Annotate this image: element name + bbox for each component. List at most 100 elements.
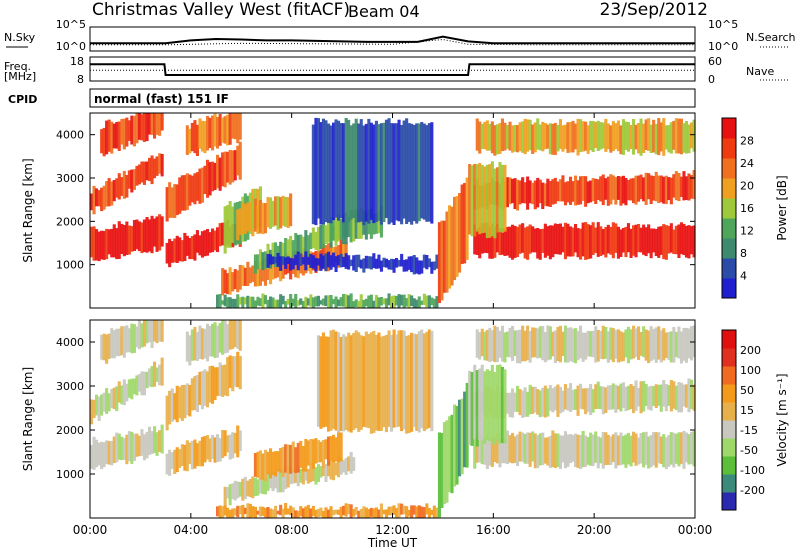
heatmap-cell [304, 439, 308, 472]
heatmap-cell [127, 328, 131, 353]
heatmap-cell [243, 204, 247, 234]
heatmap-cell [629, 228, 633, 258]
heatmap-cell [579, 119, 583, 153]
heatmap-cell [314, 257, 318, 272]
heatmap-cell [644, 383, 648, 407]
heatmap-cell [626, 432, 630, 465]
noise-tick-left: 10^0 [56, 40, 86, 53]
heatmap-cell [392, 505, 396, 515]
heatmap-cell [347, 332, 351, 432]
heatmap-cell [105, 388, 109, 414]
heatmap-cell [291, 468, 295, 484]
heatmap-cell [327, 295, 331, 308]
heatmap-cell [213, 437, 217, 463]
heatmap-cell [223, 269, 227, 294]
heatmap-cell [367, 256, 371, 269]
heatmap-cell [165, 453, 169, 475]
heatmap-cell [357, 510, 361, 518]
heatmap-cell [599, 386, 603, 410]
heatmap-cell [286, 239, 290, 259]
heatmap-cell [649, 228, 653, 259]
heatmap-cell [493, 325, 497, 363]
heatmap-cell [256, 205, 260, 234]
heatmap-cell [384, 298, 388, 308]
heatmap-cell [193, 326, 197, 361]
heatmap-cell [241, 296, 245, 308]
heatmap-cell [319, 122, 323, 225]
heatmap-cell [140, 161, 144, 183]
heatmap-cell [321, 298, 325, 306]
heatmap-cell [629, 329, 633, 360]
heatmap-cell [332, 299, 336, 305]
heatmap-cell [569, 176, 573, 205]
heatmap-cell [218, 114, 222, 146]
heatmap-cell [337, 509, 341, 515]
heatmap-cell [142, 219, 146, 253]
heatmap-cell [672, 229, 676, 254]
heatmap-cell [647, 330, 651, 364]
heatmap-cell [377, 297, 381, 308]
heatmap-cell [513, 178, 517, 209]
heatmap-cell [579, 383, 583, 409]
heatmap-cell [140, 429, 144, 456]
heatmap-cell [395, 508, 399, 518]
heatmap-cell [107, 119, 111, 152]
heatmap-cell [624, 386, 628, 412]
heatmap-cell [637, 437, 641, 465]
heatmap-cell [420, 122, 424, 219]
heatmap-cell [296, 234, 300, 255]
heatmap-cell [664, 384, 668, 412]
heatmap-cell [195, 172, 199, 201]
heatmap-cell [637, 123, 641, 154]
heatmap-cell [644, 329, 648, 361]
power-colorbar-tick: 28 [740, 135, 754, 148]
heatmap-cell [390, 123, 394, 223]
heatmap-cell [672, 381, 676, 409]
heatmap-cell [339, 297, 343, 307]
heatmap-cell [294, 469, 298, 483]
heatmap-cell [226, 205, 230, 248]
heatmap-cell [145, 217, 149, 253]
heatmap-cell [256, 479, 260, 496]
heatmap-cell [596, 120, 600, 151]
heatmap-cell [483, 166, 487, 233]
heatmap-cell [238, 355, 242, 390]
heatmap-cell [374, 334, 378, 431]
heatmap-cell [281, 468, 285, 493]
heatmap-cell [266, 472, 270, 491]
heatmap-cell [488, 123, 492, 151]
heatmap-cell [516, 385, 520, 412]
power-colorbar-tick: 12 [740, 225, 754, 238]
heatmap-cell [316, 226, 320, 252]
heatmap-cell [523, 227, 527, 259]
heatmap-cell [682, 327, 686, 361]
heatmap-cell [379, 336, 383, 431]
heatmap-cell [374, 294, 378, 308]
heatmap-cell [158, 430, 162, 452]
cpid-panel: normal (fast) 151 IF [89, 88, 696, 108]
heatmap-cell [516, 330, 520, 364]
heatmap-cell [538, 390, 542, 418]
heatmap-cell [485, 164, 489, 239]
heatmap-cell [483, 437, 487, 465]
heatmap-cell [332, 217, 336, 240]
heatmap-cell [251, 199, 255, 230]
heatmap-cell [281, 446, 285, 477]
heatmap-cell [357, 209, 361, 239]
heatmap-cell [226, 297, 230, 308]
heatmap-cell [639, 118, 643, 156]
heatmap-cell [125, 325, 129, 353]
heatmap-cell [639, 433, 643, 464]
heatmap-cell [349, 504, 353, 518]
heatmap-cell [543, 223, 547, 258]
heatmap-cell [493, 226, 497, 258]
heatmap-cell [261, 252, 265, 271]
heatmap-cell [379, 260, 383, 272]
heatmap-cell [100, 230, 104, 260]
heatmap-cell [516, 179, 520, 211]
heatmap-cell [611, 222, 615, 259]
heatmap-cell [589, 432, 593, 466]
heatmap-cell [112, 180, 116, 202]
heatmap-cell [102, 392, 106, 412]
